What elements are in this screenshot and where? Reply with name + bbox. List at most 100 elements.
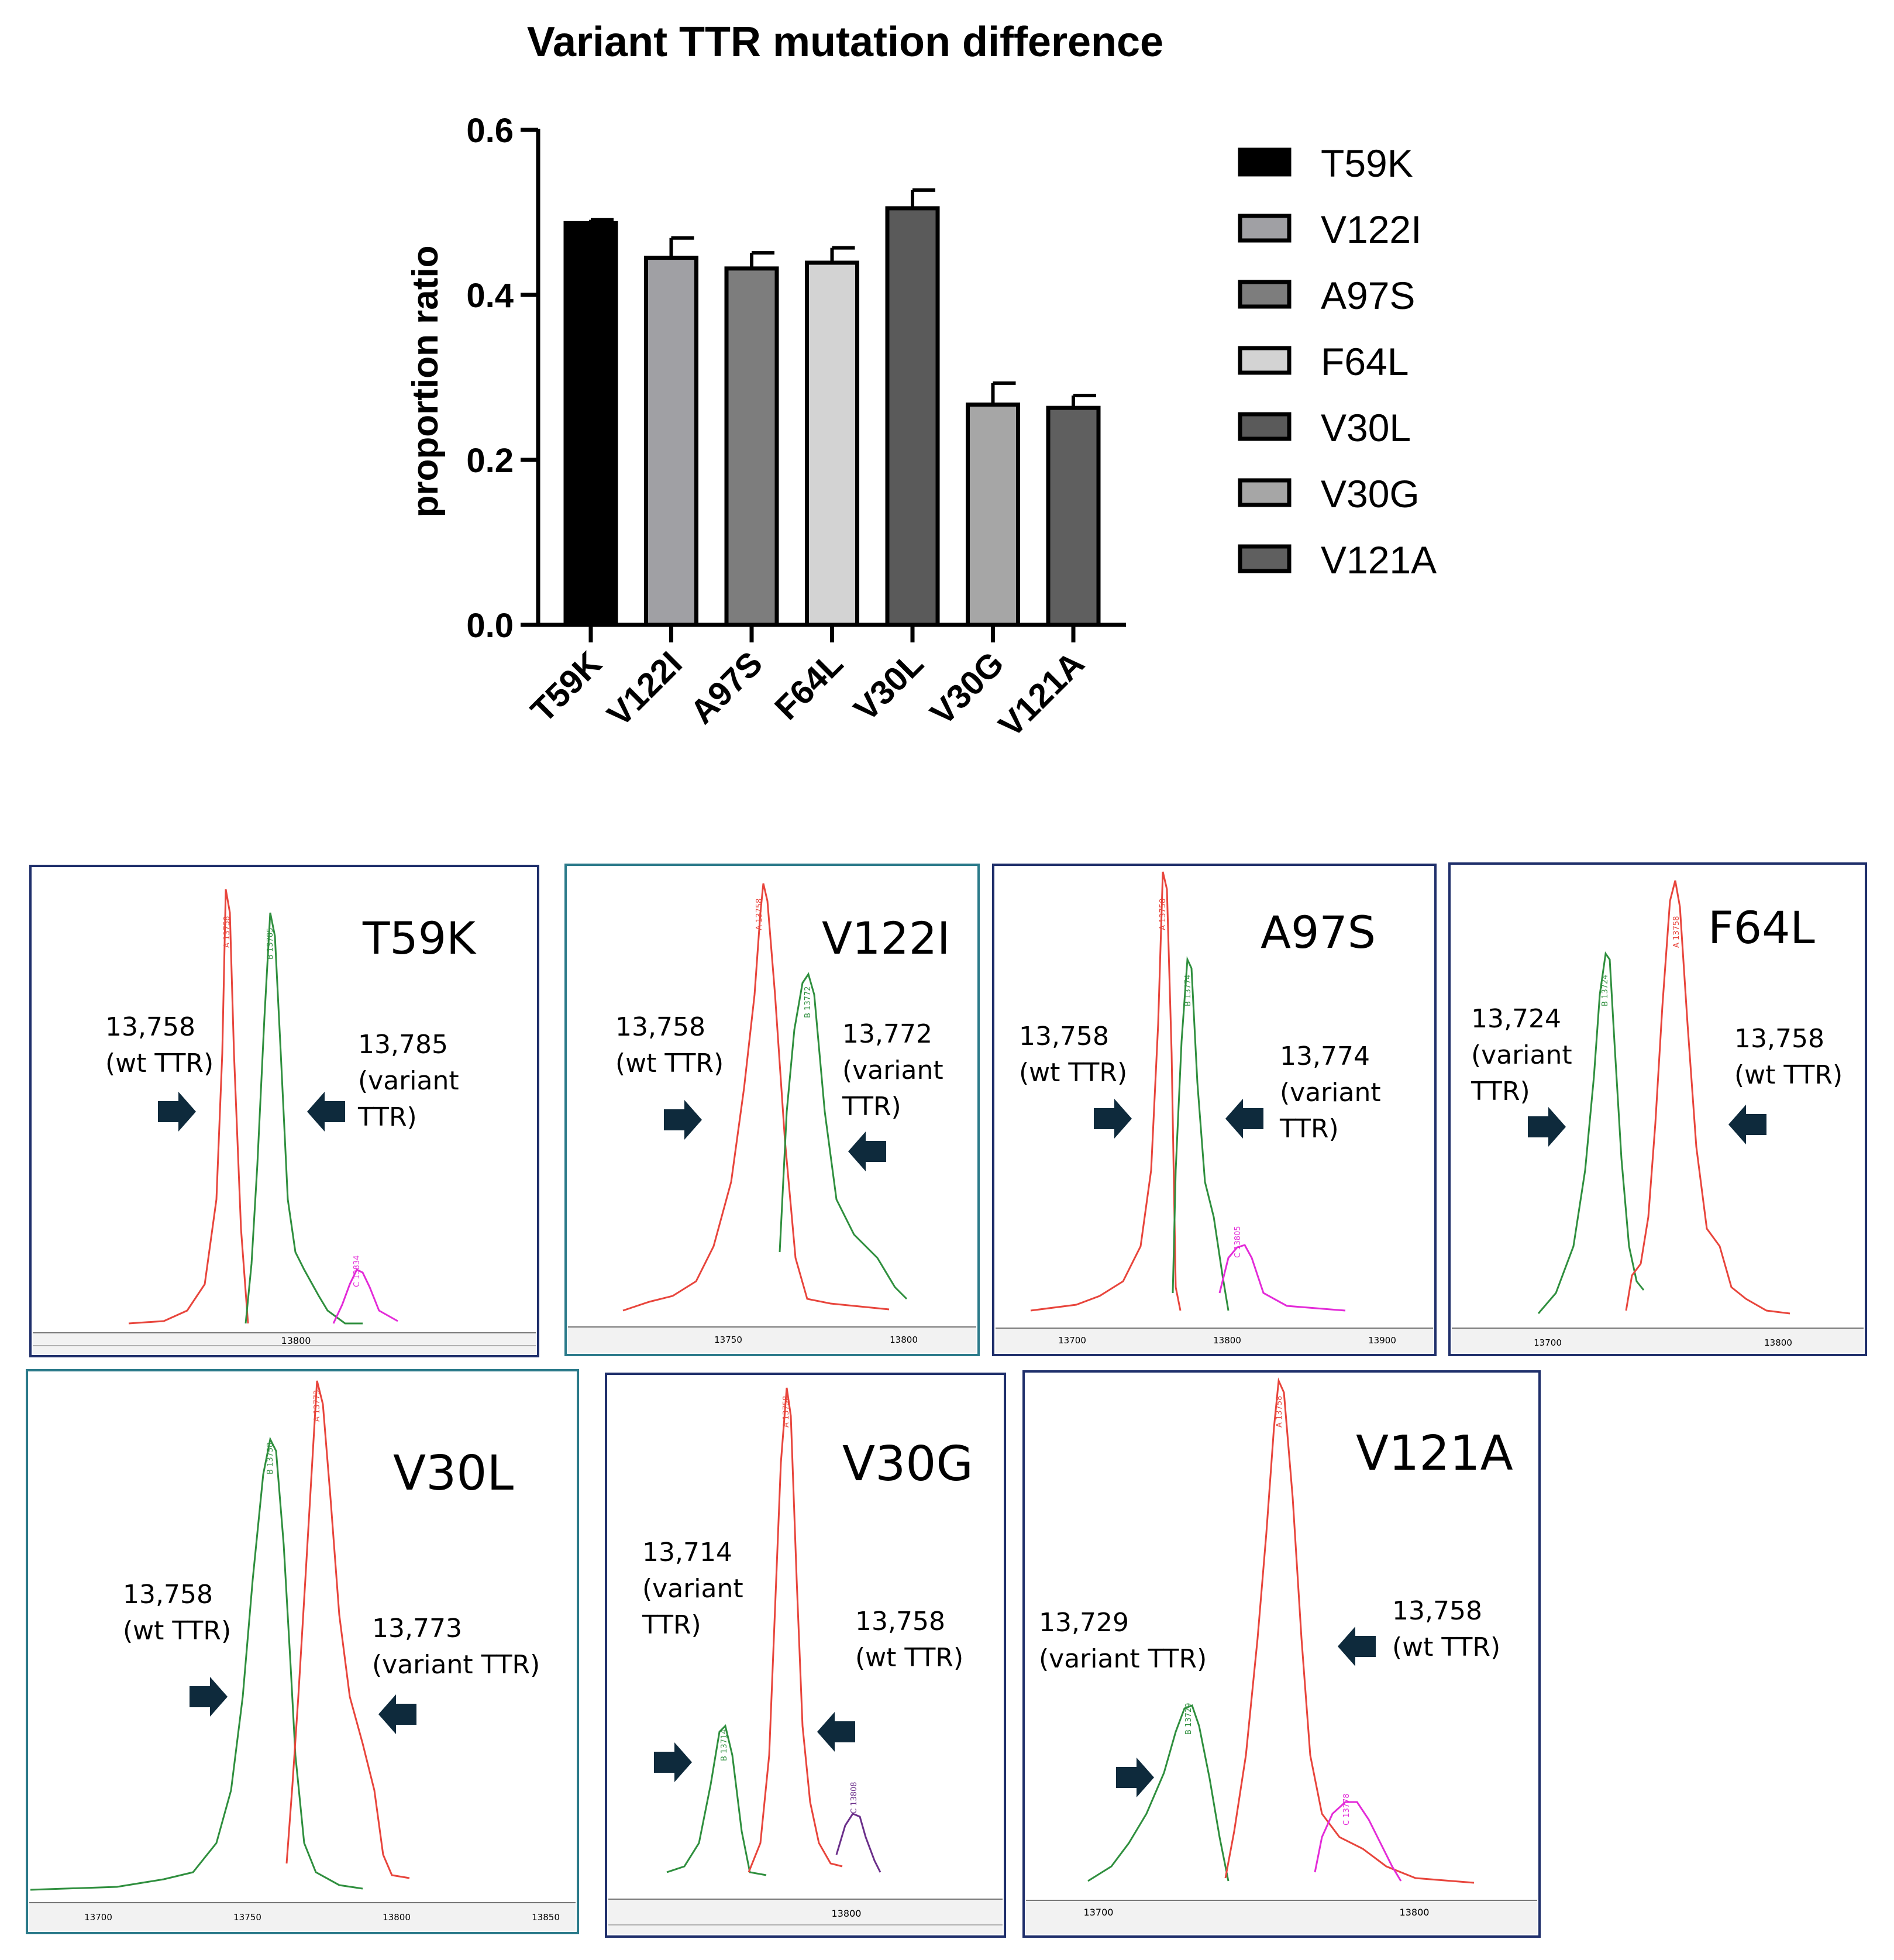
- legend-swatch: [1238, 280, 1292, 309]
- arrow-left-icon: [1728, 1105, 1766, 1144]
- bar-f64l: [805, 260, 859, 627]
- variant-peak-trace: [1537, 951, 1645, 1314]
- arrow-right-icon: [1116, 1758, 1154, 1797]
- x-tick-label: V122I: [600, 644, 690, 734]
- variant-peak-trace: [245, 912, 363, 1325]
- annotation-mass: 13,758: [615, 1012, 705, 1042]
- annotation-desc: (variant TTR): [357, 1066, 459, 1132]
- bar-v30l: [885, 206, 940, 627]
- x-tick-label: F64L: [767, 644, 850, 727]
- peak-label: B 13772: [804, 986, 812, 1018]
- x-tick-label: V30L: [846, 644, 931, 728]
- legend-label: V30L: [1321, 406, 1411, 449]
- spectrum-panel-v30l: 13700 13750 13800 13850 B 13758 A 13773 …: [26, 1369, 579, 1934]
- annotation-desc: (wt TTR): [855, 1643, 963, 1673]
- annotation-desc: (variant TTR): [1279, 1078, 1381, 1144]
- annotation-desc: (variant TTR): [642, 1574, 743, 1640]
- peak-label: B 13714: [720, 1729, 729, 1761]
- panel-title: V122I: [822, 912, 950, 964]
- legend-swatch: [1238, 412, 1292, 441]
- axis-tick-label: 13800: [383, 1912, 411, 1923]
- panel-border: [26, 1369, 579, 1934]
- panel-border: [605, 1373, 1006, 1938]
- peak-label: A 13758: [223, 916, 232, 948]
- peak-label: C 13808: [850, 1782, 859, 1814]
- peak-label: C 13805: [1234, 1226, 1242, 1258]
- peak-label: A 13758: [1275, 1396, 1284, 1428]
- bar-v121a: [1046, 405, 1101, 627]
- annotation-desc: (wt TTR): [123, 1616, 231, 1646]
- y-axis: 0.0 0.2 0.4 0.6: [466, 112, 540, 645]
- axis-tick-label: 13700: [1084, 1907, 1114, 1918]
- axis-tick-label: 13800: [1764, 1337, 1792, 1348]
- spectrum-panel-v121a: 13700 13800 B 13729 A 13758 C 13778 V121…: [1022, 1370, 1541, 1938]
- peak-label: A 13758: [782, 1396, 791, 1428]
- panel-axis-bar: [1452, 1328, 1864, 1353]
- annotation-mass: 13,758: [1734, 1024, 1824, 1054]
- legend-label: A97S: [1321, 274, 1415, 317]
- panel-title: V30L: [393, 1446, 514, 1501]
- legend-label: F64L: [1321, 340, 1409, 383]
- annotation-mass: 13,758: [855, 1607, 945, 1636]
- annotation-desc: (variant TTR): [372, 1650, 540, 1680]
- variant-peak-trace: [1172, 956, 1230, 1311]
- legend-swatch: [1238, 544, 1292, 573]
- legend-swatch: [1238, 147, 1292, 177]
- peak-label: A 13758: [1159, 899, 1168, 930]
- peak-label: B 13724: [1601, 975, 1610, 1006]
- variant-peak-trace: [666, 1724, 767, 1876]
- axis-tick-label: 13800: [832, 1908, 862, 1919]
- adduct-peak-trace: [835, 1813, 881, 1873]
- arrow-left-icon: [307, 1092, 345, 1132]
- panel-axis-bar: [568, 1327, 976, 1353]
- legend: T59K V122I A97S F64L V30L V30G V121A: [1238, 142, 1437, 582]
- arrow-right-icon: [1528, 1107, 1566, 1147]
- panel-axis-bar: [33, 1333, 536, 1354]
- annotation-desc: (wt TTR): [105, 1048, 213, 1078]
- peak-label: C 13834: [353, 1255, 361, 1287]
- axis-tick-label: 13800: [281, 1335, 311, 1346]
- annotation-mass: 13,758: [1392, 1596, 1482, 1626]
- annotation-desc: (wt TTR): [1392, 1632, 1500, 1662]
- legend-label: V30G: [1321, 472, 1420, 515]
- arrow-right-icon: [654, 1742, 692, 1782]
- axis-tick-label: 13800: [1400, 1907, 1430, 1918]
- spectrum-panel-a97s: 13700 13800 13900 A 13758 B 13774 C 1380…: [992, 864, 1437, 1356]
- annotation-desc: (wt TTR): [615, 1048, 724, 1078]
- annotation-desc: (variant TTR): [1471, 1040, 1572, 1106]
- peak-label: B 13758: [266, 1443, 275, 1474]
- wt-peak-trace: [1625, 880, 1790, 1315]
- spectrum-panel-f64l: 13700 13800 B 13724 A 13758 F64L 13,724 …: [1448, 862, 1867, 1356]
- bar-chart: Variant TTR mutation difference proporti…: [405, 19, 1437, 745]
- peak-label: A 13758: [1672, 916, 1681, 948]
- panel-border: [992, 864, 1437, 1356]
- annotation-desc: (variant TTR): [1039, 1644, 1207, 1674]
- panel-axis-bar: [1026, 1900, 1537, 1934]
- axis-tick-label: 13700: [84, 1912, 112, 1923]
- legend-swatch: [1238, 346, 1292, 375]
- annotation-mass: 13,758: [1019, 1022, 1109, 1051]
- adduct-peak-trace: [332, 1268, 398, 1324]
- spectrum-panel-v30g: 13800 B 13714 A 13758 C 13808 V30G 13,71…: [605, 1373, 1006, 1938]
- y-tick-label: 0.6: [466, 112, 514, 150]
- axis-tick-label: 13750: [233, 1912, 261, 1923]
- adduct-peak-trace: [1314, 1801, 1402, 1882]
- legend-label: V122I: [1321, 208, 1421, 251]
- axis-tick-label: 13700: [1058, 1335, 1086, 1346]
- axis-tick-label: 13800: [890, 1335, 918, 1345]
- annotation-desc: (variant TTR): [842, 1055, 943, 1122]
- x-tick-label: V121A: [991, 644, 1091, 744]
- annotation-desc: (wt TTR): [1734, 1060, 1843, 1090]
- axis-tick-label: 13900: [1368, 1335, 1396, 1346]
- y-tick-label: 0.0: [466, 607, 514, 645]
- y-axis-label: proportion ratio: [405, 246, 446, 518]
- peak-label: B 13774: [1184, 975, 1193, 1006]
- annotation-mass: 13,724: [1471, 1004, 1561, 1034]
- annotation-mass: 13,773: [372, 1614, 462, 1643]
- x-tick-label: T59K: [524, 644, 609, 730]
- peak-label: B 13729: [1184, 1703, 1193, 1735]
- arrow-right-icon: [158, 1092, 196, 1132]
- wt-peak-trace: [1030, 871, 1182, 1312]
- arrow-left-icon: [1338, 1627, 1376, 1666]
- annotation-mass: 13,758: [105, 1012, 195, 1042]
